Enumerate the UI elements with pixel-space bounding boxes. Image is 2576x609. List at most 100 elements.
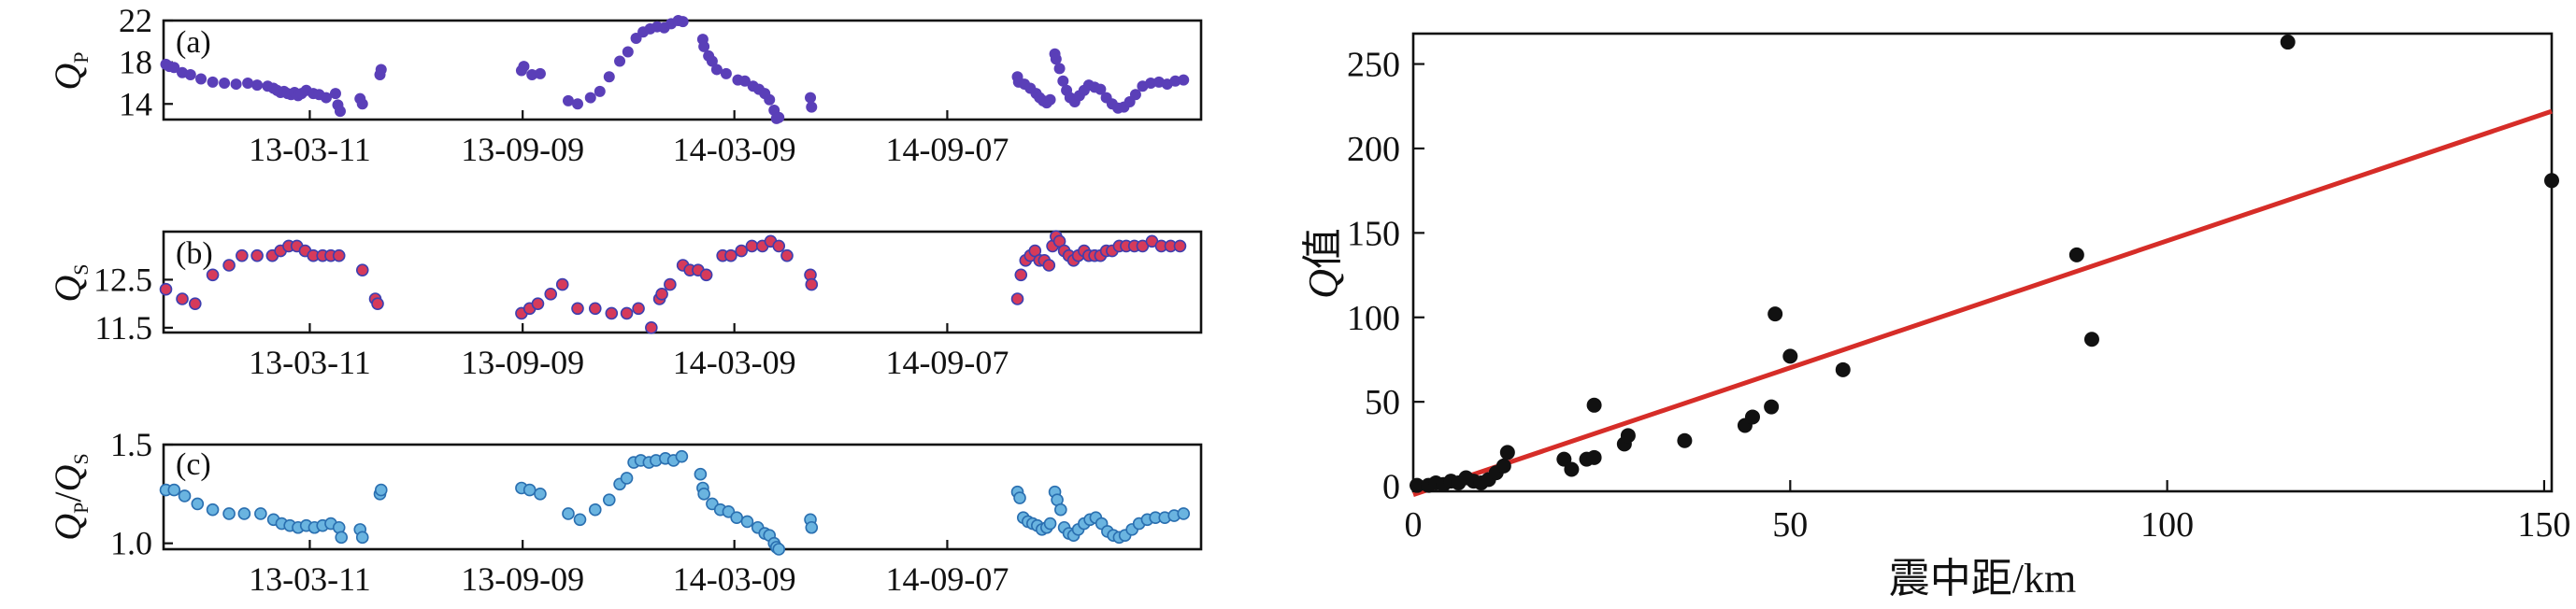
data-point bbox=[1564, 461, 1580, 477]
data-point bbox=[1782, 348, 1798, 364]
x-tick-label: 0 bbox=[1405, 505, 1423, 545]
y-tick-label: 50 bbox=[1365, 383, 1400, 422]
data-point bbox=[720, 67, 732, 79]
regression-line bbox=[1412, 108, 2553, 497]
data-point bbox=[562, 94, 574, 106]
data-point bbox=[1767, 306, 1783, 322]
x-tick-label: 13-03-11 bbox=[249, 560, 371, 598]
epicentral-distance-panel: Q值 震中距/km 0 50 100 150 0 50 100 150 200 250 bbox=[1300, 32, 2570, 602]
data-point bbox=[237, 507, 251, 520]
data-point bbox=[706, 55, 718, 67]
x-tick-label: 14-09-07 bbox=[885, 344, 1009, 381]
y-tick-label: 22 bbox=[119, 2, 152, 39]
data-point bbox=[655, 288, 668, 301]
x-tick-label: 50 bbox=[1772, 505, 1808, 545]
x-tick-label: 13-09-09 bbox=[461, 131, 584, 168]
data-point bbox=[335, 531, 349, 545]
data-point bbox=[207, 76, 219, 88]
panel-b-ylabel: QS bbox=[47, 263, 93, 302]
data-point bbox=[1043, 517, 1057, 531]
data-point bbox=[159, 282, 173, 296]
y-tick-label: 18 bbox=[119, 44, 152, 81]
x-tick-label: 13-03-11 bbox=[249, 344, 371, 381]
data-point bbox=[677, 16, 689, 28]
data-point bbox=[602, 493, 616, 506]
data-point bbox=[772, 239, 786, 253]
data-point bbox=[738, 75, 751, 87]
data-point bbox=[320, 92, 332, 104]
data-point bbox=[251, 79, 264, 92]
panel-a-ylabel: QP bbox=[47, 51, 93, 90]
data-point bbox=[219, 77, 231, 89]
data-point bbox=[805, 277, 819, 291]
right-frame bbox=[1411, 32, 2554, 493]
data-point bbox=[571, 302, 584, 316]
y-tick-label: 1.0 bbox=[110, 525, 152, 562]
data-point bbox=[594, 85, 606, 97]
panel-c-label: (c) bbox=[176, 447, 211, 482]
data-point bbox=[1764, 399, 1780, 415]
data-point bbox=[355, 531, 369, 545]
data-point bbox=[1173, 239, 1187, 253]
panel-c-ylabel: QP/QS bbox=[47, 453, 93, 540]
data-point bbox=[1050, 53, 1062, 65]
data-point bbox=[724, 248, 737, 262]
data-point bbox=[614, 55, 626, 67]
data-point bbox=[206, 268, 220, 282]
panel-a-qp: (a) QP 13-03-11 13-09-09 14-03-09 14-09-07 1… bbox=[47, 2, 1203, 168]
data-point bbox=[531, 297, 545, 310]
data-point bbox=[620, 306, 634, 320]
data-point bbox=[645, 321, 658, 334]
x-tick-label: 13-03-11 bbox=[249, 131, 371, 168]
data-point bbox=[772, 543, 786, 556]
data-point bbox=[1586, 397, 1602, 413]
x-tick-label: 14-09-07 bbox=[885, 560, 1009, 598]
panel-b-frame bbox=[162, 230, 1203, 334]
data-point bbox=[773, 111, 785, 123]
data-point bbox=[534, 67, 546, 79]
data-point bbox=[236, 248, 249, 262]
data-point bbox=[375, 64, 387, 76]
data-point bbox=[1410, 477, 1425, 493]
data-point bbox=[588, 302, 602, 316]
data-point bbox=[1620, 428, 1636, 444]
data-point bbox=[806, 101, 818, 113]
data-point bbox=[167, 483, 181, 497]
data-point bbox=[1013, 491, 1026, 504]
x-tick-label: 100 bbox=[2140, 505, 2194, 545]
data-point bbox=[620, 472, 634, 485]
data-point bbox=[2280, 35, 2296, 50]
data-point bbox=[632, 302, 645, 316]
panel-b-label: (b) bbox=[176, 236, 213, 271]
y-tick-label: 1.5 bbox=[110, 426, 152, 463]
data-point bbox=[1057, 75, 1069, 87]
data-point bbox=[1178, 74, 1190, 86]
data-point bbox=[184, 69, 196, 81]
data-point bbox=[573, 513, 587, 527]
data-point bbox=[1586, 449, 1602, 465]
data-point bbox=[1044, 93, 1056, 106]
y-tick-label: 200 bbox=[1347, 130, 1400, 169]
x-tick-label: 13-09-09 bbox=[461, 560, 584, 598]
data-point bbox=[242, 77, 254, 89]
right-ylabel: Q值 bbox=[1300, 228, 1346, 299]
data-point bbox=[571, 98, 583, 110]
data-point bbox=[664, 277, 677, 291]
data-point bbox=[518, 61, 530, 73]
data-point bbox=[1014, 268, 1028, 282]
data-point bbox=[254, 507, 267, 520]
data-point bbox=[805, 92, 817, 104]
y-tick-label: 150 bbox=[1347, 214, 1400, 253]
y-tick-label: 0 bbox=[1382, 468, 1400, 507]
data-point bbox=[1053, 63, 1066, 75]
x-tick-label: 14-09-07 bbox=[885, 131, 1009, 168]
data-point bbox=[1042, 259, 1056, 272]
data-point bbox=[374, 483, 388, 497]
data-point bbox=[544, 288, 558, 301]
data-point bbox=[603, 71, 615, 83]
data-point bbox=[222, 507, 236, 520]
data-point bbox=[1095, 83, 1107, 95]
x-tick-label: 13-09-09 bbox=[461, 344, 584, 381]
data-point bbox=[605, 306, 619, 320]
